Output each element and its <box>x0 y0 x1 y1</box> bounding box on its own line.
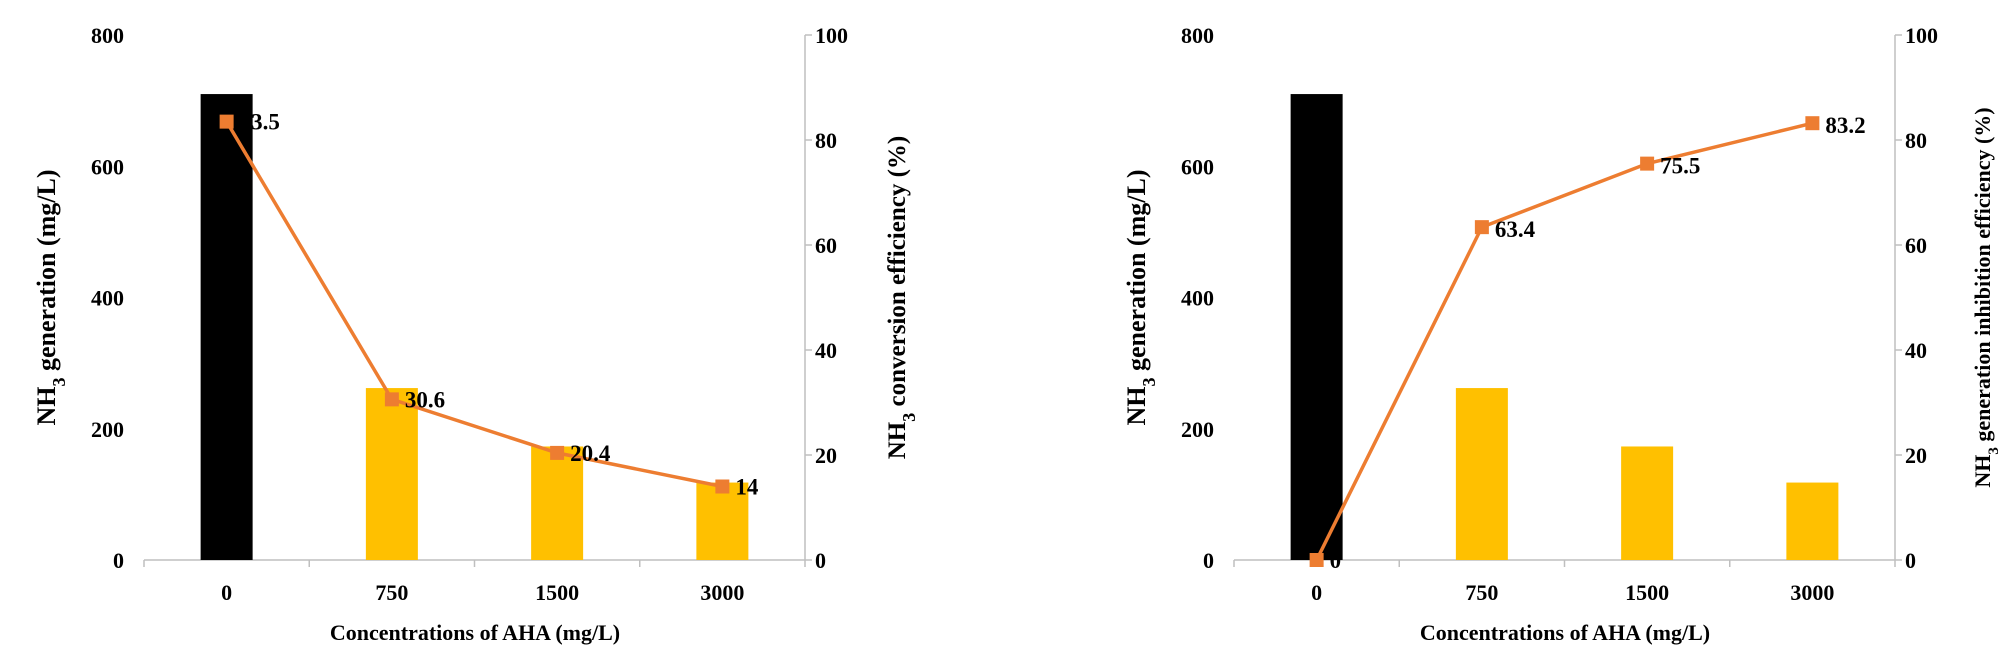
line-marker <box>384 392 399 407</box>
y2-tick-label: 0 <box>815 548 826 573</box>
line-marker <box>1474 220 1489 235</box>
line-data-label: 20.4 <box>570 441 611 466</box>
y-axis-title: NH3 generation (mg/L) <box>32 170 69 426</box>
chart-1: 0 200 400 600 800 0 20 40 60 80 100 0 750 1500 3000 83.… <box>32 23 919 645</box>
x-tick-label: 3000 <box>700 580 744 605</box>
y-tick-label: 200 <box>91 417 124 442</box>
y2-axis-title: NH3 conversion efficiency (%) <box>884 136 919 460</box>
y2-tick-label: 60 <box>1905 233 1927 258</box>
y2-tick-label: 80 <box>815 128 837 153</box>
y2-tick-label: 80 <box>1905 128 1927 153</box>
bar-treatment <box>696 482 749 560</box>
y-tick-label: 400 <box>91 286 124 311</box>
y2-axis-title: NH3 generation inhibition efficiency (%) <box>1970 107 2002 487</box>
efficiency-line <box>225 120 723 489</box>
y-axis-title: NH3 generation (mg/L) <box>1122 170 1159 426</box>
x-tick-label: 1500 <box>1625 580 1669 605</box>
x-tick-label: 0 <box>1311 580 1322 605</box>
line-data-label: 14 <box>735 475 759 500</box>
line-data-label: 83.5 <box>240 110 280 135</box>
x-tick-label: 0 <box>221 580 232 605</box>
y2-tick-label: 20 <box>815 443 837 468</box>
x-axis-title: Concentrations of AHA (mg/L) <box>330 620 620 645</box>
y2-tick-label: 40 <box>815 338 837 363</box>
x-axis-title: Concentrations of AHA (mg/L) <box>1420 620 1710 645</box>
y-tick-label: 800 <box>91 23 124 48</box>
bar-treatment <box>1621 446 1674 560</box>
line-marker <box>219 114 234 129</box>
line-data-label: 83.2 <box>1825 113 1865 138</box>
bar-treatment <box>365 388 418 560</box>
line-data-label: 30.6 <box>405 387 445 412</box>
x-tick-label: 1500 <box>535 580 579 605</box>
y-tick-label: 0 <box>1203 548 1214 573</box>
bar-treatment <box>1455 388 1508 560</box>
line-marker <box>1309 553 1324 567</box>
y2-tick-label: 0 <box>1905 548 1916 573</box>
y2-tick-label: 40 <box>1905 338 1927 363</box>
bar-control <box>200 94 253 560</box>
line-marker <box>1805 116 1820 131</box>
bar-control <box>1290 94 1343 560</box>
x-tick-label: 3000 <box>1790 580 1834 605</box>
line-data-label: 0 <box>1330 548 1342 573</box>
line-marker <box>550 445 565 460</box>
y-tick-label: 0 <box>113 548 124 573</box>
line-marker <box>1640 156 1655 171</box>
bar-treatment <box>531 446 584 560</box>
chart-2: 0 200 400 600 800 0 20 40 60 80 100 0 750 1500 3000 0 63… <box>1122 23 2002 645</box>
y-tick-label: 600 <box>91 154 124 179</box>
y-tick-label: 400 <box>1181 286 1214 311</box>
y2-tick-label: 60 <box>815 233 837 258</box>
line-data-label: 63.4 <box>1495 217 1536 242</box>
y2-tick-label: 100 <box>1905 23 1938 48</box>
line-marker <box>715 479 730 494</box>
bar-treatment <box>1786 482 1839 560</box>
y2-tick-label: 20 <box>1905 443 1927 468</box>
x-tick-label: 750 <box>375 580 408 605</box>
x-tick-label: 750 <box>1465 580 1498 605</box>
y-tick-label: 600 <box>1181 154 1214 179</box>
y2-tick-label: 100 <box>815 23 848 48</box>
efficiency-line <box>1315 121 1813 561</box>
line-data-label: 75.5 <box>1660 154 1700 179</box>
y-tick-label: 200 <box>1181 417 1214 442</box>
y-tick-label: 800 <box>1181 23 1214 48</box>
